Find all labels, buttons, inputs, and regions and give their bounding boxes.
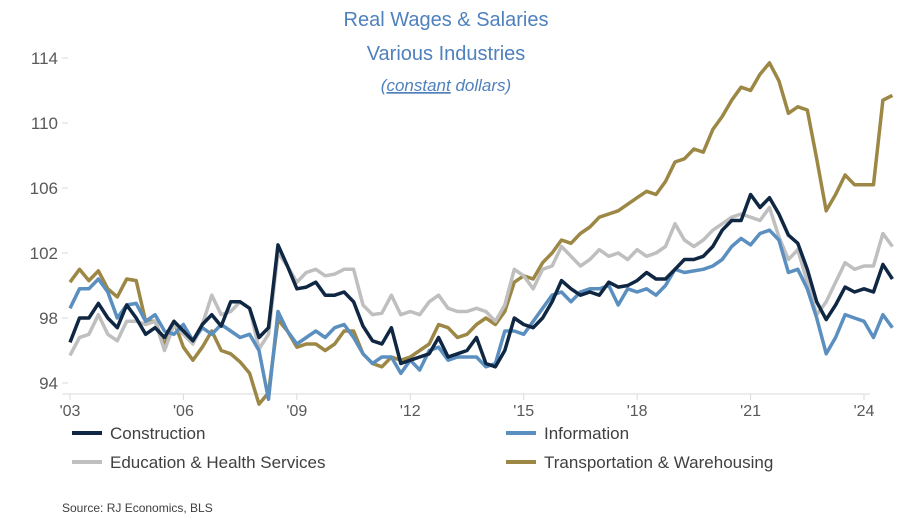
x-tick-label: '06	[173, 403, 194, 420]
x-tick-label: '15	[513, 403, 534, 420]
y-tick-label: 110	[31, 114, 58, 133]
x-tick-label: '03	[60, 403, 81, 420]
series-group	[68, 61, 894, 406]
legend-label: Information	[544, 424, 629, 443]
chart-note: (constant dollars)	[381, 76, 511, 95]
y-axis: 94 98 102 106 110 114	[30, 49, 68, 393]
y-tick-label: 102	[30, 244, 58, 263]
chart-note-rest: dollars)	[451, 76, 511, 95]
legend-label: Education & Health Services	[110, 453, 325, 472]
chart-note-underlined: constant	[386, 76, 452, 95]
x-tick-label: '18	[627, 403, 648, 420]
chart-title: Real Wages & Salaries	[344, 9, 549, 31]
chart-subtitle: Various Industries	[367, 43, 526, 65]
series-line-education-health-services	[68, 205, 894, 357]
chart-note-open: (	[381, 76, 389, 95]
y-tick-label: 98	[39, 309, 58, 328]
x-axis: '03 '06 '09 '12 '15 '18 '21 '24	[60, 394, 875, 420]
x-tick-label: '24	[854, 403, 875, 420]
y-tick-label: 106	[30, 179, 58, 198]
x-tick-label: '09	[286, 403, 307, 420]
legend-label: Transportation & Warehousing	[544, 453, 773, 472]
legend-label: Construction	[110, 424, 205, 443]
y-tick-label: 114	[31, 49, 58, 68]
series-line-transportation-warehousing	[68, 61, 894, 406]
series-line-construction	[68, 192, 894, 369]
x-tick-label: '21	[740, 403, 761, 420]
legend: Construction Information Education & Healt…	[72, 424, 773, 472]
source-note: Source: RJ Economics, BLS	[62, 501, 213, 515]
y-tick-label: 94	[39, 374, 58, 393]
x-tick-label: '12	[400, 403, 421, 420]
series-line-information	[68, 228, 894, 402]
